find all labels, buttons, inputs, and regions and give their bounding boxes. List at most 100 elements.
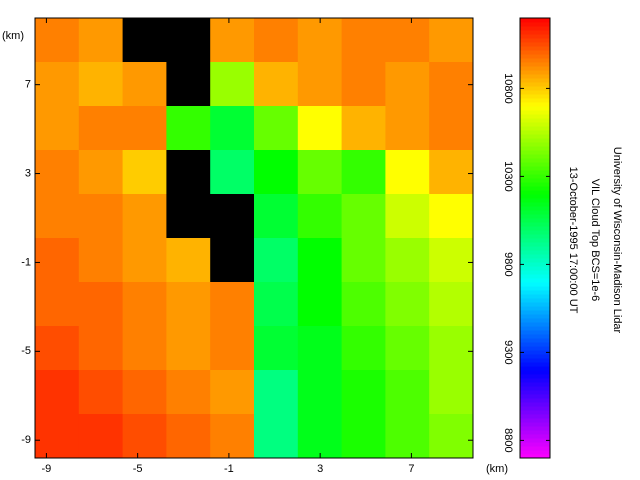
heatmap-cell <box>166 282 211 327</box>
colorbar-strip <box>520 246 550 251</box>
colorbar-strip <box>520 394 550 399</box>
heatmap-cell <box>385 106 430 151</box>
x-axis-label: (km) <box>486 463 508 475</box>
colorbar-strip <box>520 378 550 383</box>
colorbar-strip <box>520 370 550 375</box>
heatmap-cell <box>254 370 299 415</box>
colorbar-strip <box>520 190 550 195</box>
colorbar-strip <box>520 74 550 79</box>
heatmap-cell <box>166 238 211 283</box>
colorbar-strip <box>520 138 550 143</box>
colorbar-strip <box>520 90 550 95</box>
heatmap-cell <box>210 18 255 63</box>
colorbar-strip <box>520 134 550 139</box>
heatmap-cell <box>166 326 211 371</box>
heatmap-cell <box>297 62 343 107</box>
colorbar-strip <box>520 346 550 351</box>
colorbar-strip <box>520 26 550 31</box>
heatmap-cell <box>297 326 343 371</box>
colorbar-strip <box>520 262 550 267</box>
heatmap-cell <box>122 370 167 415</box>
heatmap-cell <box>429 370 474 415</box>
heatmap-cell <box>35 194 80 239</box>
heatmap-cell <box>210 62 255 107</box>
colorbar-strip <box>520 250 550 255</box>
heatmap-cell <box>78 414 124 459</box>
colorbar-strip <box>520 286 550 291</box>
colorbar-strip <box>520 418 550 423</box>
heatmap-cell <box>297 194 343 239</box>
colorbar-strip <box>520 30 550 35</box>
no-data-cell <box>166 150 211 195</box>
x-tick-label: -5 <box>133 463 143 475</box>
colorbar-strip <box>520 230 550 235</box>
colorbar-strip <box>520 338 550 343</box>
colorbar-strip <box>520 62 550 67</box>
heatmap-cell <box>254 62 299 107</box>
x-tick-label: 7 <box>408 463 414 475</box>
colorbar-strip <box>520 450 550 455</box>
colorbar-strip <box>520 350 550 355</box>
annotation: University of Wisconsin-Madison Lidar <box>611 147 623 334</box>
heatmap-cell <box>78 62 124 107</box>
heatmap-cell <box>122 194 167 239</box>
no-data-cell <box>166 194 211 239</box>
colorbar-strip <box>520 58 550 63</box>
colorbar-tick-label: 9800 <box>502 252 514 276</box>
heatmap-cell <box>254 106 299 151</box>
colorbar-strip <box>520 146 550 151</box>
heatmap-cell <box>254 414 299 459</box>
colorbar-strip <box>520 238 550 243</box>
y-tick-label: 7 <box>25 79 31 91</box>
heatmap-cell <box>35 106 80 151</box>
no-data-cell <box>166 62 211 107</box>
heatmap-cell <box>385 370 430 415</box>
colorbar-strip <box>520 242 550 247</box>
colorbar-tick-label: 10800 <box>502 73 514 104</box>
colorbar-strip <box>520 314 550 319</box>
heatmap-cell <box>341 194 386 239</box>
colorbar-strip <box>520 438 550 443</box>
colorbar-strip <box>520 330 550 335</box>
heatmap-cell <box>429 18 474 63</box>
heatmap-cell <box>78 326 124 371</box>
colorbar-strip <box>520 178 550 183</box>
heatmap-cell <box>122 414 167 459</box>
colorbar-strip <box>520 274 550 279</box>
heatmap-cell <box>297 150 343 195</box>
colorbar-strip <box>520 310 550 315</box>
colorbar-strip <box>520 174 550 179</box>
colorbar-strip <box>520 298 550 303</box>
heatmap-cell <box>429 326 474 371</box>
colorbar-strip <box>520 358 550 363</box>
heatmap-cell <box>166 370 211 415</box>
colorbar-strip <box>520 266 550 271</box>
heatmap-cell <box>254 238 299 283</box>
heatmap-cell <box>385 62 430 107</box>
heatmap-cell <box>35 326 80 371</box>
colorbar-strip <box>520 50 550 55</box>
x-tick-label: 3 <box>317 463 323 475</box>
heatmap-cell <box>297 18 343 63</box>
colorbar-strip <box>520 282 550 287</box>
heatmap-cell <box>35 414 80 459</box>
colorbar-strip <box>520 446 550 451</box>
no-data-cell <box>210 238 255 283</box>
heatmap-cell <box>341 238 386 283</box>
colorbar-strip <box>520 302 550 307</box>
colorbar-strip <box>520 354 550 359</box>
annotation: VIL Cloud Top BCS=1e-6 <box>589 179 601 302</box>
heatmap-cell <box>35 282 80 327</box>
heatmap-cell <box>254 282 299 327</box>
colorbar-strip <box>520 38 550 43</box>
colorbar-strip <box>520 278 550 283</box>
heatmap-cell <box>210 370 255 415</box>
colorbar-strip <box>520 194 550 199</box>
heatmap-cell <box>78 18 124 63</box>
colorbar-strip <box>520 158 550 163</box>
heatmap-cell <box>297 370 343 415</box>
colorbar-strip <box>520 430 550 435</box>
no-data-cell <box>166 18 211 63</box>
annotation: 13-October-1995 17:00:00 UT <box>567 167 579 314</box>
heatmap-cell <box>35 370 80 415</box>
